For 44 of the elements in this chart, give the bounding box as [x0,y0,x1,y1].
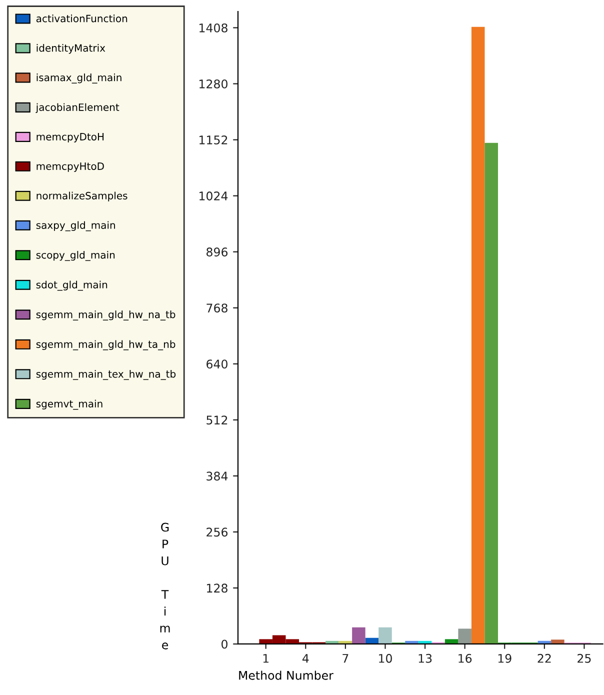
legend-label: sdot_gld_main [36,280,108,291]
x-tick-label: 1 [263,654,268,663]
y-tick-label: 512 [206,416,228,425]
y-tick-label: 384 [206,472,228,481]
bar [378,627,392,644]
legend-label: memcpyHtoD [36,162,104,172]
x-tick-label: 4 [302,654,309,663]
bar [444,639,458,644]
x-tick-label: 22 [538,654,551,663]
y-tick-label: 1024 [200,192,228,200]
legend-label: sgemm_main_gld_hw_na_tb [36,310,176,320]
legend-label: normalizeSamples [36,192,128,202]
bar [458,628,472,644]
y-tick-label: 1152 [200,136,228,144]
y-tick-label: 1280 [200,79,228,88]
legend-label: sgemvt_main [36,400,102,410]
text: GPU Time [160,522,170,650]
legend-label: jacobianElement [36,103,120,113]
legend-label: saxpy_gld_main [36,221,115,232]
x-axis-title: Method Number [239,670,334,680]
legend-label: sgemm_main_tex_hw_na_tb [36,370,176,380]
bar [551,640,564,644]
y-tick-label: 896 [206,248,228,256]
legend-label: memcpyDtoH [36,133,104,142]
y-tick-label: 256 [206,528,228,537]
x-tick-label: 16 [458,654,472,663]
y-tick-label: 0 [222,640,228,649]
x-tick-label: 10 [379,654,392,663]
x-tick-label: 25 [578,654,591,663]
legend-label: scopy_gld_main [36,250,115,261]
y-tick-label: 128 [207,584,228,593]
x-tick-label: 19 [498,654,512,663]
y-tick-label: 640 [206,360,228,369]
x-tick-label: 13 [418,654,432,663]
y-tick-label: 768 [206,304,228,312]
bar [471,26,485,644]
x-tick-label: 7 [342,654,348,663]
y-tick-label: 1408 [200,23,228,32]
legend-label: identityMatrix [36,44,106,54]
bar [352,627,366,644]
legend-label: sgemm_main_gld_hw_ta_nb [36,340,176,350]
legend-label: isamax_gld_main [36,74,122,84]
bar [484,142,498,644]
legend-label: activationFunction [36,14,128,22]
